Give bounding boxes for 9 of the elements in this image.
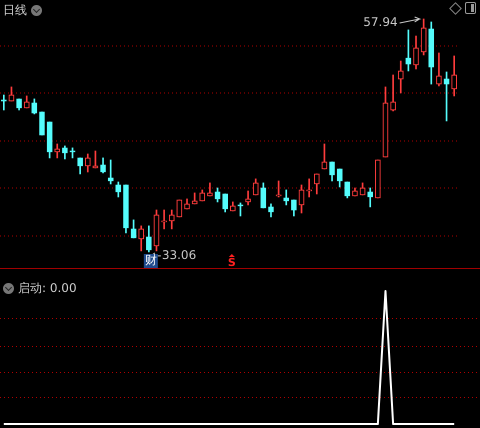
text: S bbox=[228, 256, 236, 269]
annotation: 33.06 bbox=[162, 248, 196, 262]
candlestick bbox=[70, 148, 76, 158]
text: 财 bbox=[144, 253, 157, 268]
chart-title: 启动: 0.00 bbox=[18, 280, 77, 297]
chart-title: 日线 bbox=[3, 2, 27, 19]
candlestick bbox=[238, 202, 244, 216]
annotation: 57.94 bbox=[363, 15, 398, 30]
candlestick bbox=[444, 72, 450, 122]
